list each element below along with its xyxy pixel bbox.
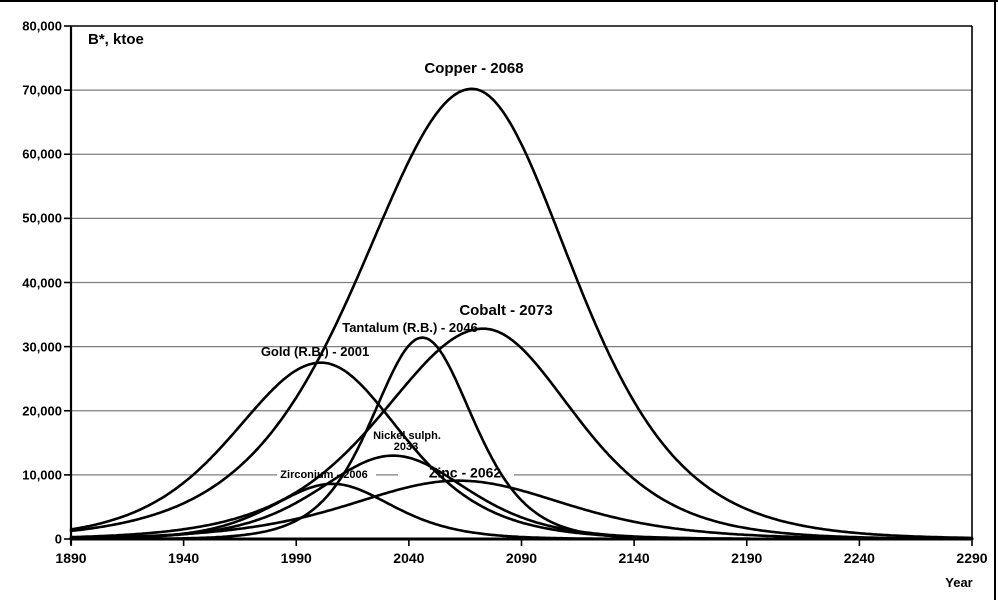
x-tick-1990: 1990 <box>280 550 312 566</box>
x-tick-1940: 1940 <box>168 550 200 566</box>
tick-marks <box>64 25 973 546</box>
x-tick-2140: 2140 <box>618 550 650 566</box>
label-gold: Gold (R.B.) - 2001 <box>260 344 370 360</box>
y-tick-50000: 50,000 <box>22 210 62 226</box>
xaxis-title: Year <box>945 575 973 591</box>
x-tick-1890: 1890 <box>55 550 87 566</box>
x-tick-2090: 2090 <box>505 550 538 566</box>
y-tick-40000: 40,000 <box>22 275 62 290</box>
y-tick-70000: 70,000 <box>22 82 62 98</box>
x-tick-2240: 2240 <box>843 550 875 566</box>
y-tick-80000: 80,000 <box>22 18 62 34</box>
axes-frame <box>69 25 973 545</box>
x-tick-2040: 2040 <box>393 550 425 566</box>
curve-tantalum <box>69 336 974 541</box>
x-tick-2290: 2290 <box>956 550 988 566</box>
y-tick-30000: 30,000 <box>22 339 62 355</box>
x-tick-2190: 2190 <box>731 550 763 566</box>
label-zirconium: Zirconium - 2006 <box>280 469 368 482</box>
y-tick-10000: 10,000 <box>22 467 62 483</box>
curve-cobalt <box>69 327 974 541</box>
y-tick-0: 0 <box>54 531 62 547</box>
curve-copper <box>69 87 974 540</box>
label-copper: Copper - 2068 <box>424 60 524 78</box>
page-border-right <box>994 0 996 600</box>
gridlines <box>71 89 972 476</box>
page-border-top <box>0 0 998 2</box>
label-nickel-2: 2033 <box>393 441 419 454</box>
axis-unit-label: B*, ktoe <box>88 31 144 49</box>
label-cobalt: Cobalt - 2073 <box>459 302 553 320</box>
label-zinc: Zinc - 2062 <box>428 464 502 481</box>
label-tantalum: Tantalum (R.B.) - 2046 <box>342 320 478 336</box>
y-tick-20000: 20,000 <box>22 403 62 419</box>
curve-gold <box>69 361 974 541</box>
label-nickel-1: Nickel sulph. <box>373 430 441 443</box>
y-tick-60000: 60,000 <box>22 146 62 162</box>
